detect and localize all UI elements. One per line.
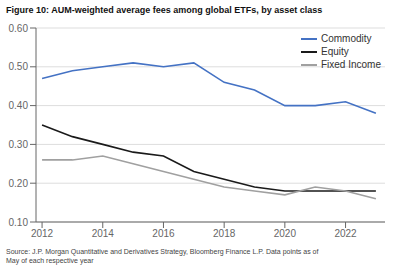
- svg-text:2018: 2018: [213, 228, 236, 239]
- svg-text:2014: 2014: [92, 228, 115, 239]
- svg-text:2022: 2022: [334, 228, 357, 239]
- svg-text:0.50: 0.50: [9, 61, 29, 72]
- html-text:Fixed Income: Fixed Income: [321, 59, 381, 70]
- svg-text:2020: 2020: [274, 228, 297, 239]
- svg-text:0.30: 0.30: [9, 139, 29, 150]
- html-text:Source: J.P. Morgan Quantitati: Source: J.P. Morgan Quantitative and Der…: [6, 248, 319, 264]
- svg-text:2012: 2012: [31, 228, 54, 239]
- html-text:Commodity: Commodity: [321, 33, 372, 44]
- svg-text:0.20: 0.20: [9, 178, 29, 189]
- html-text:Figure 10: AUM-weighted averag: Figure 10: AUM-weighted average fees amo…: [6, 5, 323, 15]
- html-text:Equity: Equity: [321, 46, 349, 57]
- svg-text:0.10: 0.10: [9, 217, 29, 228]
- svg-text:0.40: 0.40: [9, 100, 29, 111]
- svg-text:2016: 2016: [152, 228, 175, 239]
- svg-text:0.60: 0.60: [9, 23, 29, 34]
